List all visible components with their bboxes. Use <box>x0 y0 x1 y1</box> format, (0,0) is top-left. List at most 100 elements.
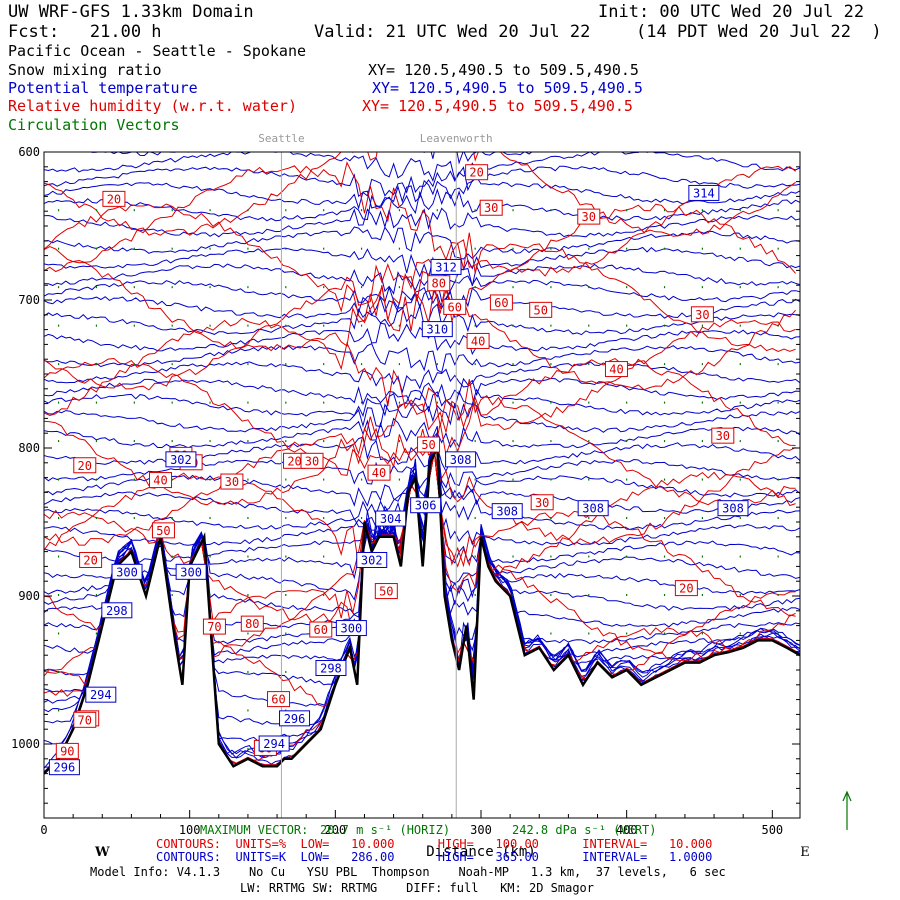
rh-contour-label: 70 <box>207 620 221 634</box>
theta-contour-label: 300 <box>180 565 202 579</box>
rh-contour-line <box>44 203 796 332</box>
x-dir-west: W <box>94 845 110 860</box>
theta-contour-line <box>44 417 800 449</box>
rh-contour-label-box <box>79 551 103 568</box>
rh-contour-line <box>44 379 796 506</box>
valid-time-local: (14 PDT Wed 20 Jul 22 ) <box>636 22 882 42</box>
rh-contour-label-box <box>73 457 97 474</box>
rh-contour-label-box <box>374 583 398 600</box>
field-snow-xy: XY= 120.5,490.5 to 509.5,490.5 <box>368 61 639 79</box>
rh-contour-label: 40 <box>153 474 167 488</box>
theta-contour-label-box <box>335 620 367 637</box>
reference-vector-head <box>842 790 852 802</box>
theta-contour-line <box>44 165 800 198</box>
rh-contour-line <box>44 161 796 277</box>
rh-contour-label-box <box>530 494 554 511</box>
theta-contour-label-box <box>491 503 523 520</box>
y-tick-label: 800 <box>18 441 40 455</box>
rh-contour-label-box <box>604 361 628 378</box>
rh-contour-label-box <box>267 691 291 708</box>
rh-contour-label-box <box>309 621 333 638</box>
rh-contour-label-box <box>240 615 264 632</box>
region-label: Pacific Ocean - Seattle - Spokane <box>8 42 307 60</box>
theta-contour-label-box <box>577 500 609 517</box>
field-rh-name: Relative humidity (w.r.t. water) <box>8 97 297 115</box>
rh-contour-label: 40 <box>471 334 485 348</box>
rh-contour-line <box>44 317 796 433</box>
rh-contour-label-box <box>711 427 735 444</box>
theta-contour-label: 308 <box>450 453 472 467</box>
field-rh-xy: XY= 120.5,490.5 to 509.5,490.5 <box>362 97 633 115</box>
theta-contour-label: 306 <box>415 499 437 513</box>
terrain-line <box>44 443 800 775</box>
rh-contour-label-box <box>102 190 126 207</box>
rh-contour-label: 30 <box>225 475 239 489</box>
rh-contour-label: 30 <box>484 201 498 215</box>
theta-contour-label-box <box>421 321 453 338</box>
theta-contour-line <box>44 377 800 407</box>
theta-contour-line <box>44 403 800 433</box>
init-time: Init: 00 UTC Wed 20 Jul 22 <box>598 2 865 22</box>
rh-contour-label: 90 <box>60 744 74 758</box>
theta-contour-label: 300 <box>116 565 138 579</box>
theta-contour-label-box <box>430 258 462 275</box>
theta-contour-label: 298 <box>106 604 128 618</box>
y-tick-label: 700 <box>18 293 40 307</box>
rh-contour-label: 80 <box>245 617 259 631</box>
rh-contour-label: 40 <box>372 466 386 480</box>
theta-contour-label-box <box>688 184 720 201</box>
theta-contour-label: 314 <box>693 186 715 200</box>
theta-contour-label: 310 <box>426 323 448 337</box>
rh-contour-label-box <box>300 452 324 469</box>
theta-contour-line <box>44 176 800 210</box>
theta-contour-label-box <box>48 759 80 776</box>
rh-contour-label-box <box>367 464 391 481</box>
theta-contour-line <box>44 287 800 319</box>
theta-contour-line <box>44 440 800 755</box>
theta-contour-line <box>44 152 800 183</box>
rh-contour-label-box <box>466 332 490 349</box>
rh-contour-label: 60 <box>314 623 328 637</box>
theta-contour-info: CONTOURS: UNITS=K LOW= 286.00 HIGH= 365.… <box>156 850 713 864</box>
rh-contour-label-box <box>529 301 553 318</box>
x-tick-label: 400 <box>616 823 638 837</box>
rh-contour-label: 60 <box>494 296 508 310</box>
rh-contour-label: 20 <box>78 459 92 473</box>
rh-contour-info: CONTOURS: UNITS=% LOW= 10.000 HIGH= 100.… <box>156 837 713 851</box>
theta-contour-label-box <box>279 710 311 727</box>
max-vector-label: MAXIMUM VECTOR: <box>200 823 309 837</box>
theta-contour-line <box>44 444 800 773</box>
theta-contour-line <box>44 444 800 773</box>
location-label-seattle: Seattle <box>258 132 304 145</box>
theta-contour-line <box>44 263 800 295</box>
rh-contour-label-box <box>577 208 601 225</box>
rh-contour-label-box <box>427 275 451 292</box>
rh-contour-label: 30 <box>716 429 730 443</box>
location-label-leavenworth: Leavenworth <box>420 132 493 145</box>
theta-contour-label-box <box>717 500 749 517</box>
field-theta-name: Potential temperature <box>8 79 198 97</box>
rh-contour-label-box <box>443 298 467 315</box>
y-tick-label: 600 <box>18 145 40 159</box>
rh-contour-label-box <box>151 522 175 539</box>
theta-contour-label: 308 <box>582 502 604 516</box>
theta-contour-label: 300 <box>341 622 363 636</box>
rh-contour-label-box <box>202 618 226 635</box>
theta-contour-label-box <box>85 686 117 703</box>
theta-contour-label-box <box>315 660 347 677</box>
rh-contour-label: 20 <box>679 582 693 596</box>
rh-contour-label: 30 <box>305 454 319 468</box>
domain-title: UW WRF-GFS 1.33km Domain <box>8 2 254 22</box>
rh-contour-label-box <box>417 436 441 453</box>
rh-contour-line <box>44 357 796 476</box>
forecast-hour: Fcst: 21.00 h <box>8 22 162 42</box>
theta-contour-label: 294 <box>263 737 285 751</box>
rh-contour-label: 50 <box>156 524 170 538</box>
theta-contour-label-box <box>111 563 143 580</box>
theta-contour-label: 302 <box>361 553 383 567</box>
rh-contour-label: 30 <box>695 308 709 322</box>
rh-contour-label-box <box>489 294 513 311</box>
max-vector-vert: 242.8 dPa s⁻¹ (VERT) <box>512 823 657 837</box>
rh-contour-label-box <box>73 711 97 728</box>
